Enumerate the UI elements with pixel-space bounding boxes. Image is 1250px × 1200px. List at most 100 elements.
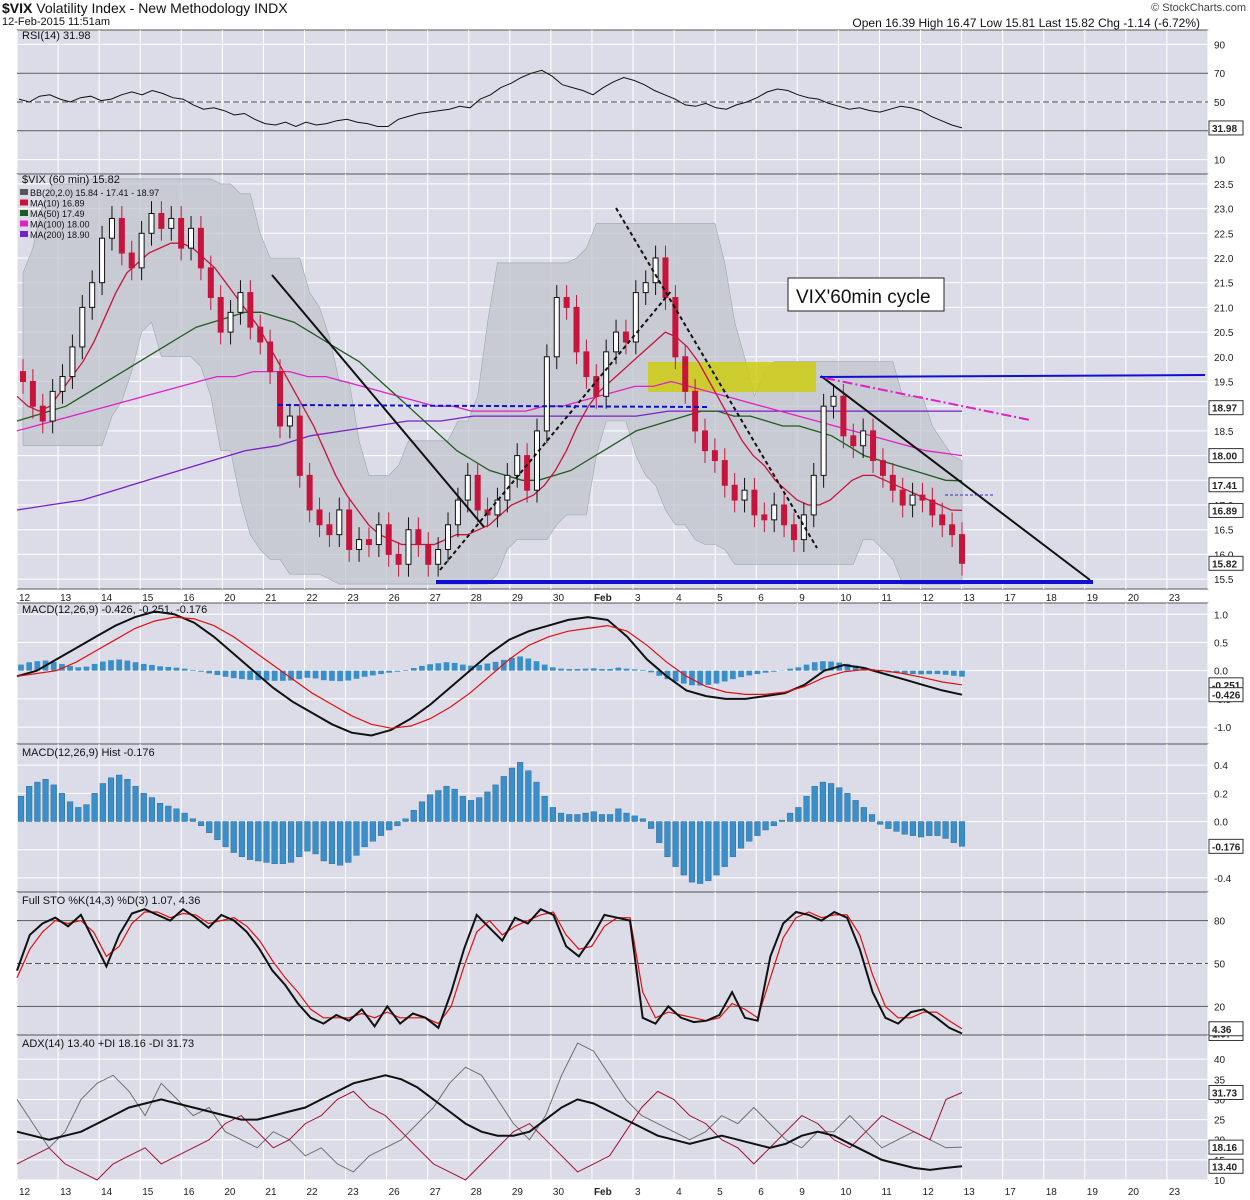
adx-tag-box (1208, 1158, 1244, 1174)
candle-body (593, 376, 600, 397)
hist-bar (868, 814, 876, 822)
macd-hist-bar (533, 661, 540, 671)
hist-bar (762, 821, 769, 831)
x-tick-label: 4 (676, 593, 682, 604)
legend-swatch (20, 231, 28, 237)
x-tick-label-bottom: 13 (964, 1187, 976, 1198)
macd-hist-bar (239, 670, 245, 680)
macd-hist-bar (99, 661, 106, 671)
price-title: $VIX (60 min) 15.82 (22, 174, 120, 186)
macd-hist-bar (942, 670, 949, 675)
candle-body (247, 292, 254, 328)
hist-bar (99, 783, 106, 822)
x-tick-label: 18 (1046, 593, 1058, 604)
hist-bar (296, 821, 303, 857)
hist-bar (443, 786, 450, 822)
macd-hist-bar (67, 665, 73, 671)
y-tick-label: 50 (1214, 960, 1226, 971)
macd-hist-bar (18, 664, 24, 671)
plus-di-line (16, 1042, 963, 1173)
macd-hist-bar (361, 670, 368, 677)
annotation-box (787, 277, 945, 312)
candle-body (721, 460, 728, 486)
candle-body (415, 529, 422, 546)
hist-bar (157, 803, 164, 822)
hist-bar (42, 779, 49, 822)
macd-hist-bar (926, 670, 933, 675)
candle-body (138, 232, 145, 269)
x-tick-label-bottom: 23 (1169, 1187, 1181, 1198)
macd-hist-bar (918, 670, 924, 675)
ma100-line (16, 370, 963, 457)
hist-bar (451, 788, 458, 822)
x-tick-label: 21 (265, 593, 277, 604)
candle-body (642, 282, 649, 294)
macd-hist-bar (492, 661, 499, 671)
candle-body (711, 450, 718, 462)
candle-body (356, 539, 363, 550)
hist-bar (713, 821, 720, 876)
hist-bar (500, 776, 507, 822)
macd-hist-bar (124, 660, 131, 671)
x-tick-label-bottom: 23 (348, 1187, 360, 1198)
hist-bar (549, 807, 556, 822)
macd-hist-bar (566, 668, 573, 671)
symbol: $VIX (2, 0, 33, 16)
ma100-projection (824, 377, 1031, 421)
hist-bar (148, 797, 155, 822)
macd-hist-bar (517, 656, 523, 671)
hist-bar (91, 793, 98, 822)
macd-hist-bar (648, 670, 654, 673)
hist-bar (705, 821, 712, 881)
x-tick-label-bottom: 20 (1128, 1187, 1140, 1198)
legend-entry: MA(200) 18.90 (30, 230, 90, 240)
hist-bar (680, 821, 687, 876)
hist-bar (729, 821, 736, 857)
ma200-line (16, 410, 962, 511)
trendline-down-dotted (615, 207, 818, 549)
rsi-last-tag-box (1208, 120, 1244, 136)
candle-body (207, 267, 214, 299)
candle-body (385, 524, 392, 555)
candle-body (346, 509, 353, 550)
resistance-highlight-box (648, 362, 816, 392)
macd-hist-bar (934, 670, 941, 675)
hist-bar (140, 793, 147, 822)
macd-hist-bar (811, 662, 818, 671)
candle-body (49, 390, 56, 422)
candle-body (148, 213, 155, 234)
macd-hist-bar (656, 670, 663, 676)
y-tick-label: 10 (1214, 156, 1226, 167)
macd-hist-bar (435, 663, 442, 671)
x-tick-label: 12 (19, 593, 31, 604)
candle-body (840, 395, 847, 437)
y-tick-label: 23.0 (1214, 205, 1234, 216)
price-tag: 15.82 (1212, 559, 1237, 570)
legend-entry: MA(100) 18.00 (30, 220, 90, 230)
y-tick-label: 20 (1214, 1002, 1226, 1013)
candle-body (158, 213, 165, 229)
macd-tag: -0.251 (1212, 681, 1241, 692)
hist-bar (361, 821, 368, 848)
price-tag-box (1208, 502, 1244, 518)
hist-bar (566, 814, 573, 822)
trendline-down-2 (820, 375, 1091, 581)
candle-body (326, 524, 333, 536)
adx-tag: 18.16 (1212, 1143, 1237, 1154)
macd-hist-bar (108, 660, 114, 671)
hist-bar (17, 795, 25, 822)
hist-bar (836, 787, 843, 822)
hist-bar (107, 777, 115, 822)
macd-hist-bar (950, 670, 957, 676)
x-tick-label-bottom: 6 (758, 1187, 764, 1198)
hist-bar (402, 818, 409, 822)
candle-body (543, 356, 550, 432)
candle-body (682, 356, 689, 392)
legend-entry: BB(20,2.0) 15.84 - 17.41 - 18.97 (30, 188, 159, 198)
candle-body (860, 430, 867, 447)
macd-hist-bar (329, 670, 335, 681)
hist-bar (124, 779, 131, 822)
y-tick-label: 15.5 (1214, 575, 1234, 586)
candle-body (622, 331, 629, 343)
x-tick-label: 26 (389, 593, 401, 604)
